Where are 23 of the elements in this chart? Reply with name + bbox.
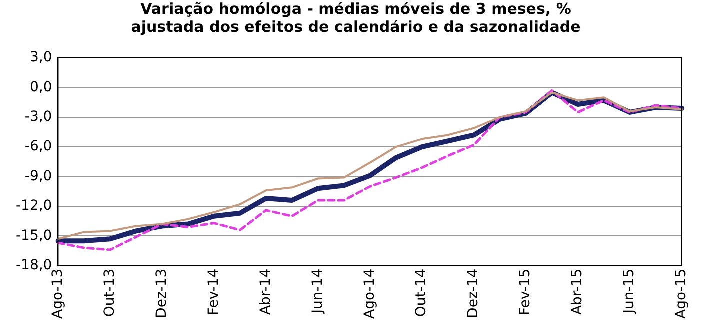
x-tick-label: Out-13 <box>102 268 118 318</box>
y-tick-label: -3,0 <box>24 109 52 126</box>
x-tick-label: Jun-14 <box>310 268 326 315</box>
y-tick-label: -12,0 <box>16 198 52 214</box>
y-tick-label: -9,0 <box>24 168 52 184</box>
x-tick-label: Fev-15 <box>518 268 534 316</box>
x-tick-label: Ago-13 <box>50 268 66 319</box>
x-tick-label: Dez-13 <box>154 268 170 318</box>
x-tick-label: Fev-14 <box>206 268 222 316</box>
x-tick-label: Out-14 <box>414 268 430 318</box>
chart-subtitle: ajustada dos efeitos de calendário e da sazonalidade <box>130 18 582 36</box>
y-tick-label: 3,0 <box>30 50 52 66</box>
x-tick-label: Jun-15 <box>622 268 638 315</box>
chart-title: Variação homóloga - médias móveis de 3 meses, % <box>140 0 572 18</box>
x-tick-label: Abr-15 <box>570 268 586 316</box>
x-tick-label: Abr-14 <box>258 268 274 316</box>
x-tick-label: Ago-15 <box>674 268 690 319</box>
y-tick-label: 0,0 <box>30 79 52 96</box>
y-tick-label: -15,0 <box>16 228 52 244</box>
x-tick-label: Ago-14 <box>362 268 378 319</box>
y-tick-label: -6,0 <box>24 138 52 155</box>
x-tick-label: Dez-14 <box>466 268 482 318</box>
y-tick-label: -18,0 <box>16 257 52 274</box>
